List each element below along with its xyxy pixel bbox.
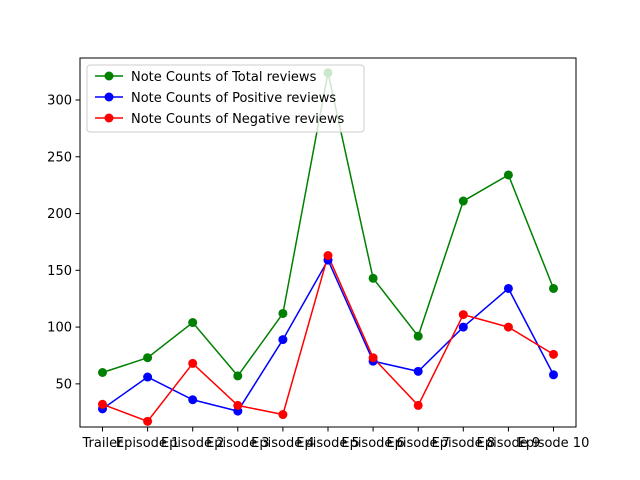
- legend-label-2: Note Counts of Negative reviews: [131, 112, 345, 127]
- data-point-2-6: [368, 353, 378, 363]
- data-point-2-10: [549, 349, 558, 359]
- series-markers: [98, 68, 558, 426]
- data-point-2-0: [98, 399, 107, 409]
- data-point-2-3: [233, 400, 243, 410]
- y-tick-label: 50: [55, 377, 72, 392]
- data-point-2-7: [413, 400, 423, 410]
- legend: Note Counts of Total reviews Note Counts …: [86, 64, 365, 133]
- data-point-0-2: [188, 318, 198, 328]
- data-point-0-9: [503, 170, 513, 180]
- data-point-2-4: [278, 410, 288, 420]
- data-point-0-6: [368, 273, 378, 283]
- data-point-1-1: [143, 372, 153, 382]
- legend-label-0: Note Counts of Total reviews: [131, 70, 317, 85]
- legend-marker-2: [104, 113, 114, 123]
- x-tick-label: Trailer: [82, 436, 124, 451]
- y-tick-label: 250: [47, 150, 72, 165]
- data-point-0-10: [549, 283, 558, 293]
- data-point-0-4: [278, 308, 288, 318]
- data-point-1-9: [503, 283, 513, 293]
- legend-box: [86, 64, 365, 133]
- data-point-0-1: [143, 353, 153, 363]
- data-point-0-8: [458, 196, 468, 206]
- data-point-2-9: [503, 322, 513, 332]
- data-point-0-7: [413, 331, 423, 341]
- legend-marker-1: [104, 92, 114, 102]
- x-tick-label: Episode 3: [206, 436, 269, 451]
- y-tick-label: 300: [47, 94, 72, 109]
- y-tick-label: 150: [47, 264, 72, 279]
- y-tick-label: 200: [47, 207, 72, 222]
- x-tick-label: Episode 5: [296, 436, 359, 451]
- data-point-2-8: [458, 310, 468, 320]
- data-point-2-1: [143, 416, 153, 426]
- x-tick-label: Episode 6: [341, 436, 404, 451]
- data-point-1-2: [188, 395, 198, 405]
- x-tick-label: Episode 2: [161, 436, 224, 451]
- legend-label-1: Note Counts of Positive reviews: [131, 91, 336, 106]
- y-axis: 50 100 150 200 250 300: [47, 94, 80, 392]
- data-point-2-2: [188, 358, 198, 368]
- x-tick-label: Episode 7: [386, 436, 449, 451]
- data-point-1-10: [549, 370, 558, 380]
- x-tick-label: Episode 9: [477, 436, 540, 451]
- y-tick-label: 100: [47, 321, 72, 336]
- data-point-1-7: [413, 366, 423, 376]
- legend-marker-0: [104, 71, 114, 81]
- x-tick-label: Episode 1: [116, 436, 179, 451]
- x-tick-label: Episode 4: [251, 436, 314, 451]
- data-point-1-4: [278, 335, 288, 345]
- data-point-1-8: [458, 322, 468, 332]
- data-point-2-5: [323, 251, 333, 261]
- data-point-0-0: [98, 368, 107, 378]
- data-point-0-3: [233, 371, 243, 381]
- x-tick-label: Episode 10: [518, 436, 590, 451]
- x-tick-label: Episode 8: [432, 436, 495, 451]
